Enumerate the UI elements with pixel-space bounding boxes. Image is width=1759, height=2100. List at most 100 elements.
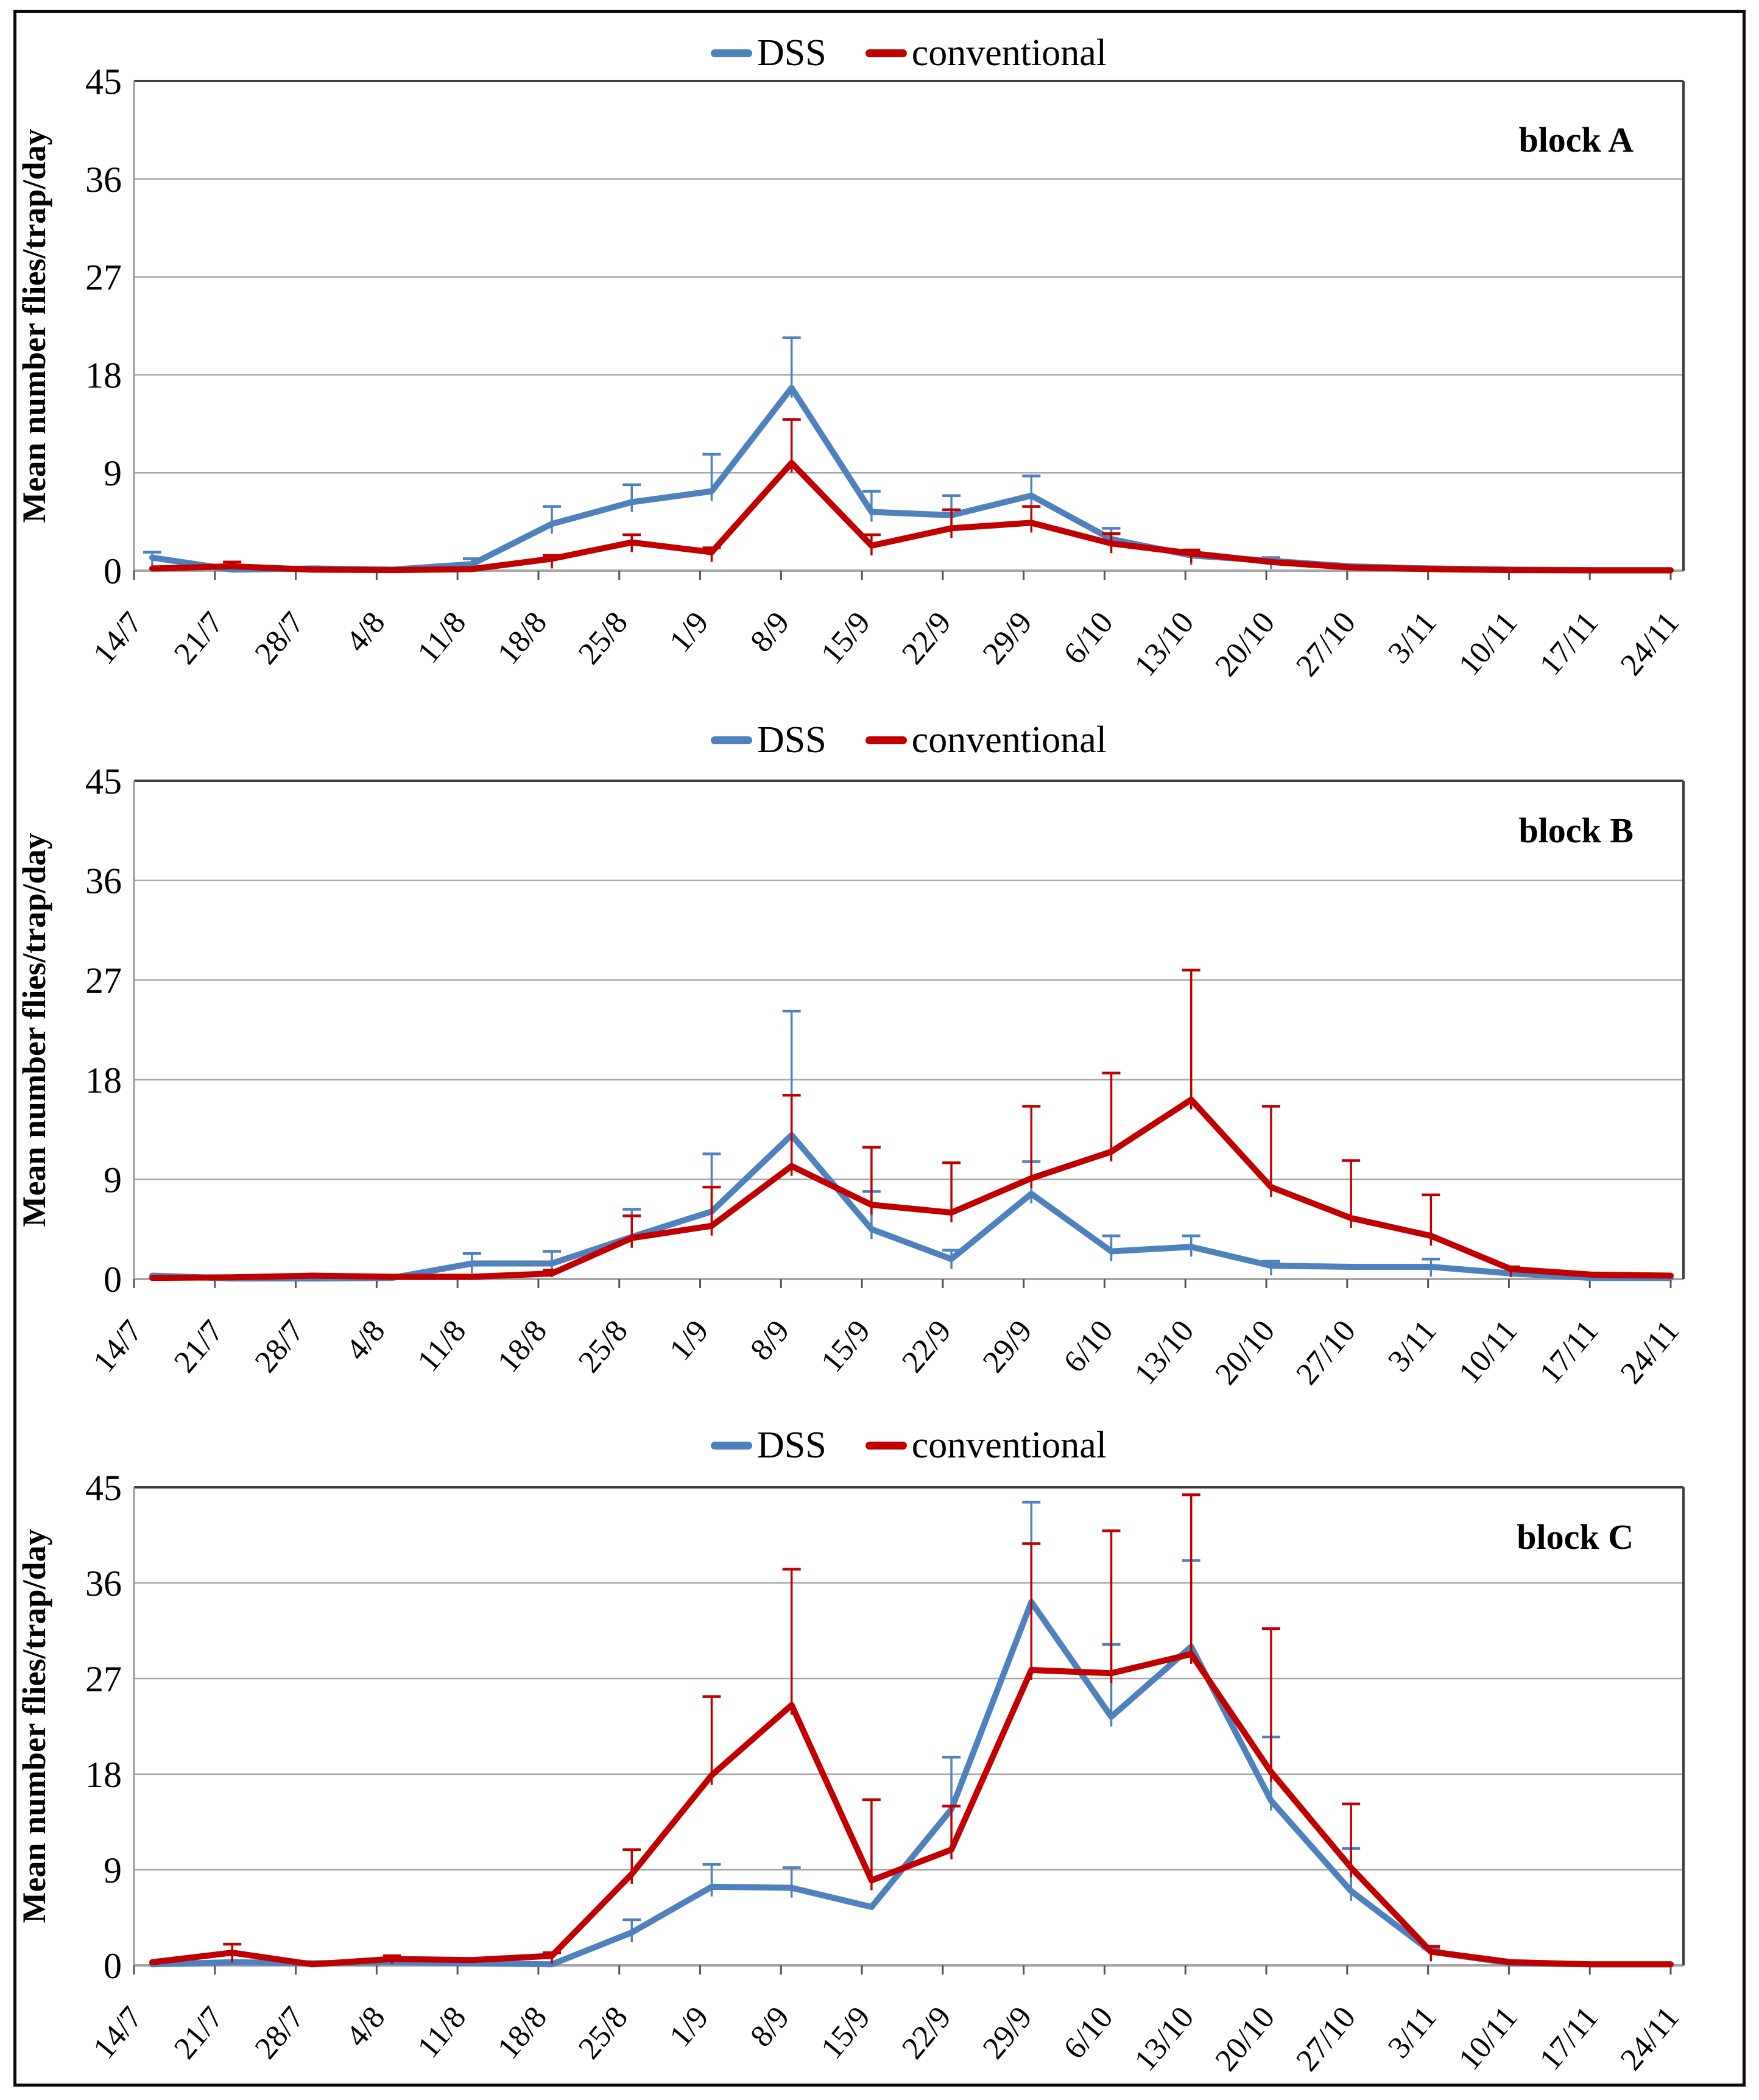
x-tick-label-15/9: 15/9 — [814, 2000, 877, 2065]
x-tick-label-10/11: 10/11 — [1452, 2000, 1525, 2077]
x-tick-label-22/9: 22/9 — [895, 2000, 958, 2065]
conventional-line-swatch — [865, 49, 907, 57]
conventional-line-block-c — [149, 1651, 1674, 1968]
x-tick-label-4/8: 4/8 — [339, 605, 392, 659]
chart-block-b: 0 9 18 27 36 45 14/7 21/7 28/7 4/8 11/8 18/8 25/8 1/9… — [85, 761, 1686, 1391]
conventional-line-swatch — [865, 1442, 907, 1450]
x-tick-label-20/10: 20/10 — [1208, 605, 1281, 683]
x-tick-label-18/8: 18/8 — [491, 605, 554, 671]
y-tick-label-27: 27 — [85, 258, 122, 298]
x-tick-label-14/7: 14/7 — [86, 2000, 149, 2065]
chart-block-c: 0 9 18 27 36 45 14/7 21/7 28/7 4/8 11/8 18/8 25/8 1/9… — [85, 1468, 1686, 2077]
x-tick-label-17/11: 17/11 — [1533, 1314, 1606, 1390]
y-tick-label-27: 27 — [85, 1659, 122, 1699]
x-tick-label-24/11: 24/11 — [1614, 1314, 1687, 1390]
x-tick-label-29/9: 29/9 — [976, 2000, 1039, 2065]
dss-error-bars — [462, 1009, 1440, 1277]
y-tick-label-0: 0 — [104, 1260, 122, 1300]
x-tick-label-11/8: 11/8 — [411, 2000, 473, 2065]
y-tick-label-45: 45 — [85, 1468, 122, 1508]
x-tick-label-17/11: 17/11 — [1533, 605, 1606, 682]
conventional-line-swatch — [865, 736, 907, 744]
y-tick-label-9: 9 — [104, 1850, 122, 1890]
legend-label-conventional: conventional — [911, 1425, 1107, 1466]
x-tick-label-8/9: 8/9 — [744, 605, 796, 659]
legend-label-dss: DSS — [757, 1425, 827, 1466]
y-tick-label-18: 18 — [85, 1755, 122, 1795]
x-tick-label-11/8: 11/8 — [411, 1314, 473, 1378]
x-tick-label-25/8: 25/8 — [572, 2000, 635, 2065]
x-tick-label-22/9: 22/9 — [895, 1314, 958, 1379]
legend-block-b: DSS conventional — [134, 719, 1683, 762]
y-tick-label-0: 0 — [104, 1946, 122, 1986]
dss-line-swatch — [711, 49, 752, 57]
y-tick-label-0: 0 — [104, 551, 122, 591]
legend-item-conventional: conventional — [865, 719, 1107, 762]
legend-label-dss: DSS — [757, 32, 827, 74]
legend-label-dss: DSS — [757, 719, 827, 761]
y-tick-label-45: 45 — [85, 62, 122, 102]
block-label-b: block B — [1518, 811, 1634, 850]
x-tick-label-3/11: 3/11 — [1381, 2000, 1444, 2065]
x-tick-label-17/11: 17/11 — [1533, 2000, 1606, 2077]
x-tick-label-28/7: 28/7 — [249, 1314, 311, 1379]
conventional-error-bars — [223, 1493, 1440, 1964]
chart-block-a: 0 9 18 27 36 45 14/7 21/7 28/7 4/8 11/8 18/8 25/8 1/9… — [85, 62, 1686, 683]
y-tick-label-18: 18 — [85, 1060, 122, 1101]
x-tick-label-3/11: 3/11 — [1381, 1314, 1444, 1378]
legend-block-c: DSS conventional — [134, 1424, 1683, 1467]
conventional-line-block-a — [149, 460, 1674, 574]
legend-item-conventional: conventional — [865, 1424, 1107, 1467]
x-tick-label-24/11: 24/11 — [1614, 2000, 1687, 2077]
conventional-line-block-b — [149, 1096, 1674, 1281]
legend-label-conventional: conventional — [911, 719, 1107, 761]
x-tick-label-13/10: 13/10 — [1128, 2000, 1201, 2077]
x-tick-label-13/10: 13/10 — [1128, 1314, 1201, 1391]
x-tick-label-21/7: 21/7 — [167, 605, 230, 671]
x-tick-label-15/9: 15/9 — [814, 605, 877, 671]
x-tick-label-27/10: 27/10 — [1289, 2000, 1362, 2077]
dss-line-block-c — [149, 1599, 1674, 1968]
x-tick-label-20/10: 20/10 — [1208, 2000, 1281, 2077]
x-tick-label-4/8: 4/8 — [339, 2000, 392, 2054]
y-tick-label-18: 18 — [85, 355, 122, 395]
legend-item-dss: DSS — [711, 32, 827, 75]
x-tick-label-10/11: 10/11 — [1452, 605, 1525, 682]
x-tick-label-3/11: 3/11 — [1381, 605, 1444, 670]
y-tick-label-36: 36 — [85, 861, 122, 901]
x-tick-label-20/10: 20/10 — [1208, 1314, 1281, 1391]
legend-block-a: DSS conventional — [134, 32, 1683, 75]
block-label-c: block C — [1517, 1517, 1634, 1557]
x-tick-label-21/7: 21/7 — [167, 1314, 230, 1379]
y-tick-label-45: 45 — [85, 761, 122, 802]
y-tick-label-36: 36 — [85, 1563, 122, 1604]
x-tick-label-18/8: 18/8 — [491, 1314, 554, 1379]
x-tick-label-13/10: 13/10 — [1128, 605, 1201, 683]
legend-item-dss: DSS — [711, 1424, 827, 1467]
dss-line-swatch — [711, 1442, 752, 1450]
y-tick-label-27: 27 — [85, 960, 122, 1001]
x-tick-label-14/7: 14/7 — [86, 605, 149, 671]
x-tick-label-1/9: 1/9 — [663, 2000, 715, 2054]
x-tick-label-24/11: 24/11 — [1614, 605, 1687, 682]
y-tick-label-9: 9 — [104, 1160, 122, 1200]
x-tick-label-14/7: 14/7 — [86, 1314, 149, 1379]
dss-line-swatch — [711, 736, 752, 744]
x-tick-label-29/9: 29/9 — [976, 1314, 1039, 1379]
x-tick-label-27/10: 27/10 — [1289, 605, 1362, 683]
x-tick-label-4/8: 4/8 — [339, 1314, 392, 1367]
x-tick-label-6/10: 6/10 — [1057, 2000, 1120, 2065]
x-tick-label-1/9: 1/9 — [663, 1314, 715, 1367]
x-tick-label-22/9: 22/9 — [895, 605, 958, 671]
x-tick-label-21/7: 21/7 — [167, 2000, 230, 2065]
x-tick-label-8/9: 8/9 — [744, 2000, 796, 2054]
x-tick-label-18/8: 18/8 — [491, 2000, 554, 2065]
x-tick-label-15/9: 15/9 — [814, 1314, 877, 1379]
x-tick-label-28/7: 28/7 — [249, 605, 311, 671]
dss-line-block-a — [149, 384, 1674, 574]
y-tick-label-9: 9 — [104, 453, 122, 493]
legend-item-dss: DSS — [711, 719, 827, 762]
x-tick-label-28/7: 28/7 — [249, 2000, 311, 2065]
